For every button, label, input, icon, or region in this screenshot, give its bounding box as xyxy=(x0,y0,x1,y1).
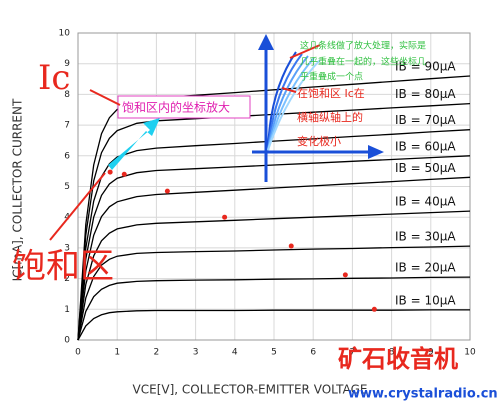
plot-frame xyxy=(77,32,471,341)
y-tick-label: 8 xyxy=(64,90,70,100)
x-tick-label: 0 xyxy=(75,348,81,358)
y-tick-label: 2 xyxy=(64,274,70,284)
y-tick-label: 5 xyxy=(64,182,70,192)
y-tick-label: 3 xyxy=(64,243,70,253)
y-tick-label: 7 xyxy=(64,121,70,131)
inset xyxy=(252,34,384,182)
x-tick-label: 7 xyxy=(350,348,356,358)
x-tick-label: 10 xyxy=(464,348,476,358)
series-line xyxy=(77,129,471,341)
y-tick-label: 0 xyxy=(64,336,70,346)
green-note-line: 这几条线做了放大处理，实际是 xyxy=(300,40,426,52)
zoom-arrow xyxy=(108,118,160,170)
series-line xyxy=(77,155,471,341)
series-line xyxy=(77,276,471,341)
green-note-line: 几乎重叠在一起的，这些坐标几 xyxy=(300,56,426,68)
saturation-pointer xyxy=(49,172,106,241)
series-label: IB = 60μA xyxy=(395,139,456,153)
y-tick-label: 6 xyxy=(64,151,70,161)
series-label: IB = 30μA xyxy=(395,230,456,244)
x-tick-label: 6 xyxy=(310,348,316,358)
green-note: 这几条线做了放大处理，实际是 几乎重叠在一起的，这些坐标几 乎重叠成一个点 xyxy=(300,40,426,83)
marker-dot xyxy=(371,306,377,312)
x-tick-label: 4 xyxy=(232,348,238,358)
marker-dot xyxy=(164,188,170,194)
ic-annotation: Ic xyxy=(38,58,70,98)
y-tick-label: 9 xyxy=(64,59,70,69)
red-note-line: 在饱和区 Ic在 xyxy=(297,86,365,100)
x-tick-label: 9 xyxy=(428,348,434,358)
x-axis-title: VCE[V], COLLECTOR-EMITTER VOLTAGE xyxy=(133,383,368,397)
marker-dot xyxy=(222,214,228,220)
series-label: IB = 70μA xyxy=(395,113,456,127)
marker-dot xyxy=(107,169,113,175)
watermark-url: www.crystalradio.cn xyxy=(348,387,498,402)
arrow-line xyxy=(89,89,121,106)
series-line xyxy=(77,309,470,341)
marker-dot xyxy=(288,243,294,249)
series-label: IB = 50μA xyxy=(395,161,456,175)
watermark: 矿石收音机 xyxy=(338,345,458,373)
series-label: IB = 10μA xyxy=(395,293,456,307)
saturation-label: 饱和区 xyxy=(12,247,114,287)
x-tick-label: 3 xyxy=(193,348,199,358)
red-note-line: 变化极小 xyxy=(297,134,341,148)
marker-dot xyxy=(121,171,127,177)
series-label: IB = 80μA xyxy=(395,87,456,101)
y-axis-title: IC[mA], COLLECTOR CURRENT xyxy=(11,98,25,281)
series-line xyxy=(77,176,471,341)
series-label: IB = 20μA xyxy=(395,261,456,275)
red-note-line: 横轴纵轴上的 xyxy=(297,110,363,124)
series-label: IB = 90μA xyxy=(395,59,456,73)
series-label: IB = 40μA xyxy=(395,195,456,209)
series-line xyxy=(77,102,471,341)
note-box xyxy=(117,95,251,119)
red-note: 在饱和区 Ic在 横轴纵轴上的 变化极小 xyxy=(297,86,365,148)
zoom-note: 饱和区内的坐标放大 xyxy=(122,100,230,115)
green-note-line: 乎重叠成一个点 xyxy=(300,71,363,83)
x-tick-label: 5 xyxy=(271,348,277,358)
series-line xyxy=(77,245,471,341)
x-tick-label: 1 xyxy=(114,348,120,358)
x-tick-label: 2 xyxy=(154,348,160,358)
y-tick-label: 10 xyxy=(59,29,71,39)
marker-dot xyxy=(342,272,348,278)
series-line xyxy=(77,210,471,341)
y-tick-label: 1 xyxy=(64,305,70,315)
x-tick-label: 8 xyxy=(389,348,395,358)
